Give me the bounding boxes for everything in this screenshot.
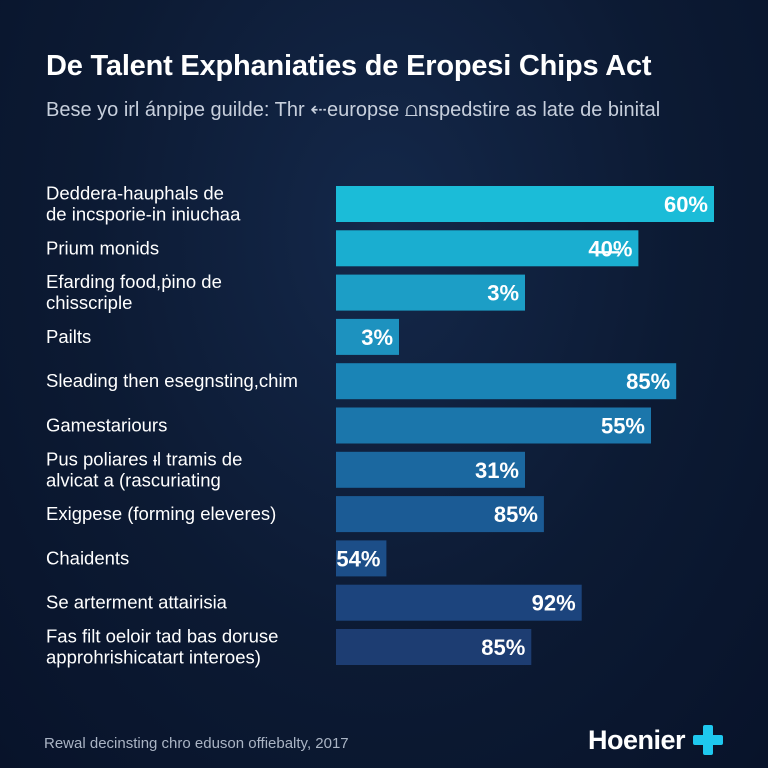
- category-label-9: Se arterment attairisia: [46, 592, 228, 613]
- bar-value-label-9: 92%: [532, 591, 576, 616]
- brand-name: Hoenier: [588, 724, 686, 755]
- bar-value-label-7: 85%: [494, 502, 538, 527]
- bar-7: [336, 496, 544, 533]
- category-label-7: Exigpese (forming eleveres): [46, 503, 276, 524]
- bar-5: [336, 407, 651, 444]
- footer-source: Rewal decinsting chro eduson offiebalty,…: [44, 735, 349, 752]
- bar-8: [336, 540, 387, 577]
- category-label-2: Efarding food,ṗino de chisscriple: [46, 271, 222, 313]
- bar-value-label-4: 85%: [626, 369, 670, 394]
- category-label-3: Pailts: [46, 326, 91, 347]
- medical-cross-icon: [691, 723, 725, 757]
- bar-6: [336, 451, 525, 488]
- category-label-6: Pus poliares ᵻl tramis de alvicat a (rasc…: [46, 448, 242, 490]
- bar-value-label-2: 3%: [487, 281, 519, 306]
- chart-title: De Talent Exphaniaties de Eropesi Chips …: [46, 50, 652, 82]
- bar-value-label-8: 54%: [336, 546, 380, 571]
- bar-4: [336, 363, 677, 400]
- bar-value-label-5: 55%: [601, 414, 645, 439]
- bar-value-label-3: 3%: [361, 325, 393, 350]
- bar-value-label-1: 4̶0̶%: [588, 236, 632, 261]
- brand-logo: Hoenier: [588, 720, 725, 760]
- bar-value-label-10: 85%: [481, 635, 525, 660]
- bar-10: [336, 629, 532, 665]
- bar-value-label-6: 31%: [475, 458, 519, 483]
- category-label-10: Fas filt oeloir tad bas doruse approhrish…: [46, 626, 278, 668]
- bar-0: [336, 186, 714, 222]
- category-label-8: Chaidents: [46, 547, 129, 568]
- bar-2: [336, 274, 525, 311]
- category-label-5: Gamestariours: [46, 415, 167, 436]
- bar-9: [336, 584, 582, 621]
- bar-1: [336, 230, 639, 267]
- bar-value-label-0: 60%: [664, 192, 708, 217]
- chart-subtitle: Bese yo irl ánpipe guilde: Thr ⇠europse …: [46, 99, 661, 121]
- category-label-1: Prium monids: [46, 237, 159, 258]
- bar-3: [336, 318, 399, 355]
- category-label-4: Sleading then esegnsting,chim: [46, 370, 298, 391]
- category-label-0: Deddera-hauphals de de incsporie-in iniuc…: [46, 183, 241, 225]
